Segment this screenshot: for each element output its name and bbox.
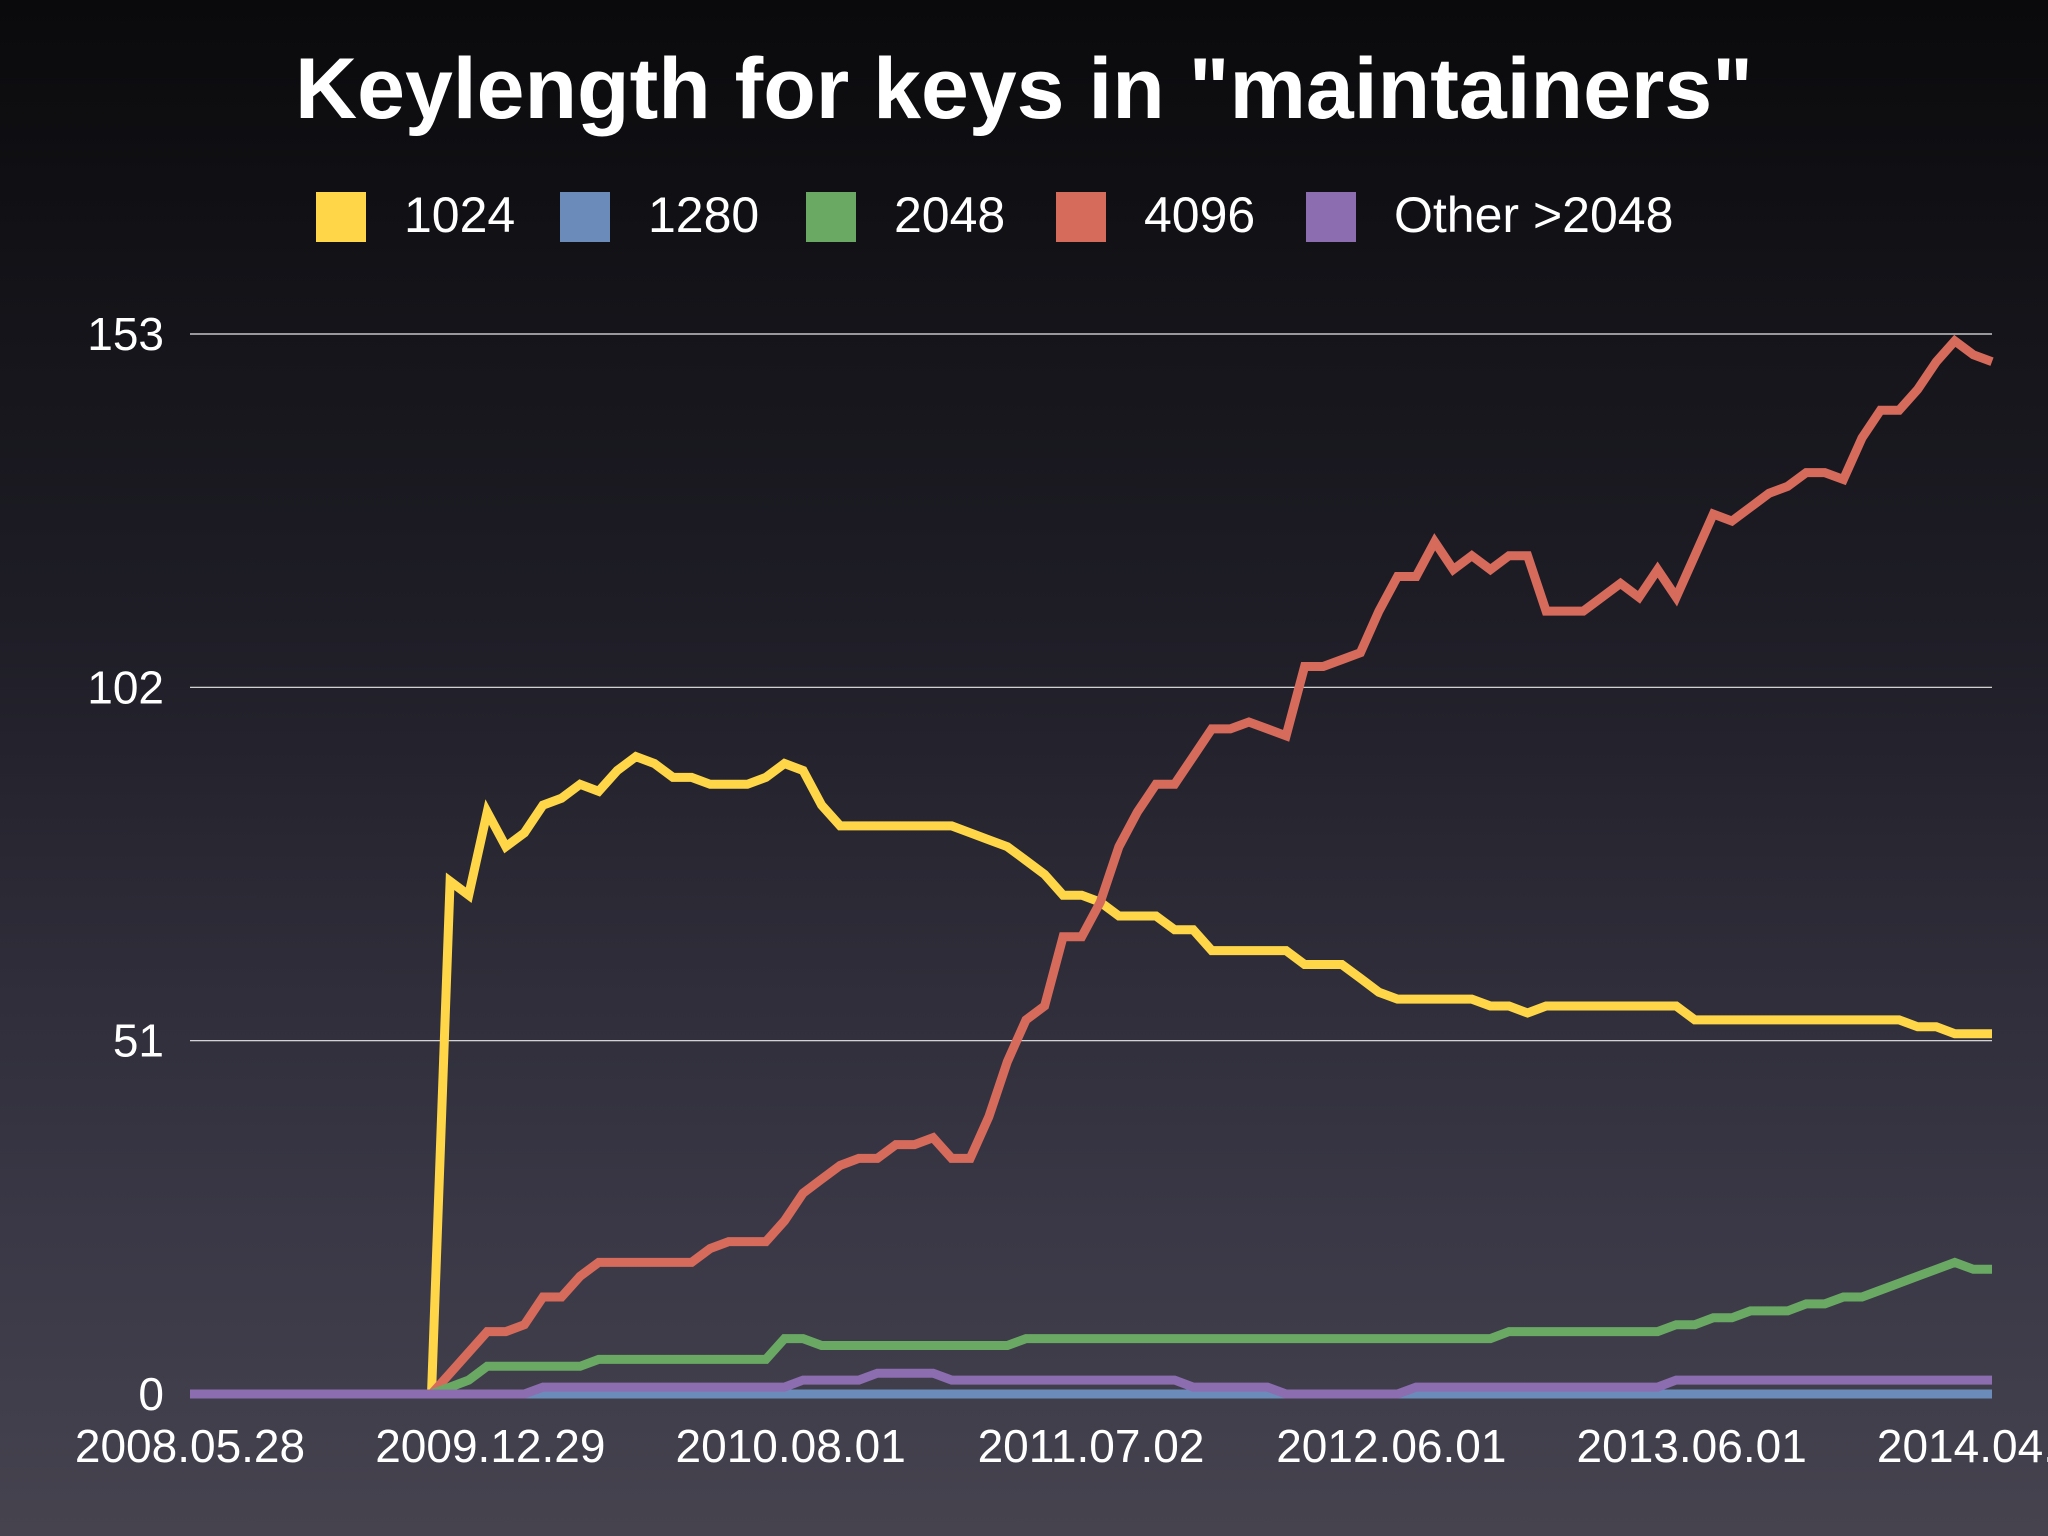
y-tick-label: 102 xyxy=(87,661,164,713)
legend-swatch xyxy=(1306,192,1356,242)
x-tick-label: 2010.08.01 xyxy=(676,1420,906,1472)
legend-label: Other >2048 xyxy=(1394,187,1673,243)
x-tick-label: 2012.06.01 xyxy=(1276,1420,1506,1472)
x-tick-label: 2009.12.29 xyxy=(375,1420,605,1472)
legend-swatch xyxy=(560,192,610,242)
chart-title: Keylength for keys in "maintainers" xyxy=(295,41,1753,137)
x-tick-label: 2011.07.02 xyxy=(978,1420,1205,1472)
legend-swatch xyxy=(806,192,856,242)
x-axis-ticks: 2008.05.28 2009.12.29 2010.08.01 2011.07.02… xyxy=(75,1420,2048,1472)
series-line-other-2048 xyxy=(190,1368,1992,1399)
legend-label: 1024 xyxy=(404,187,515,243)
legend-label: 1280 xyxy=(648,187,759,243)
x-tick-label: 2013.06.01 xyxy=(1577,1420,1807,1472)
series-line-4096 xyxy=(190,334,1994,1399)
series-line-2048 xyxy=(190,1257,1992,1399)
x-tick-label: 2008.05.28 xyxy=(75,1420,305,1472)
legend-swatch xyxy=(1056,192,1106,242)
series-line-1024 xyxy=(190,751,1992,1399)
legend: 1024 1280 2048 4096 Other >2048 xyxy=(316,187,1673,243)
y-axis-ticks: 0 51 102 153 xyxy=(87,308,164,1420)
y-tick-label: 153 xyxy=(87,308,164,360)
x-tick-label: 2014.04.25 xyxy=(1877,1420,2048,1472)
series-layer xyxy=(190,334,1994,1399)
y-tick-label: 51 xyxy=(113,1015,164,1067)
grid xyxy=(190,333,1992,1042)
legend-label: 2048 xyxy=(894,187,1005,243)
legend-swatch xyxy=(316,192,366,242)
y-tick-label: 0 xyxy=(138,1368,164,1420)
legend-label: 4096 xyxy=(1144,187,1255,243)
